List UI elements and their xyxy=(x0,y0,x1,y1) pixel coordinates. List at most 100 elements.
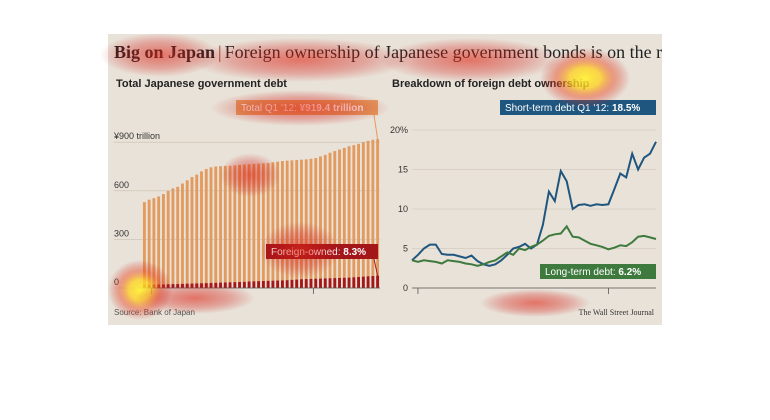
chart-panel: Big on Japan | Foreign ownership of Japane… xyxy=(108,34,662,325)
foreign-owned-bar xyxy=(209,282,213,288)
total-debt-bar xyxy=(357,143,361,288)
foreign-owned-bar xyxy=(157,284,161,288)
total-debt-bar xyxy=(176,186,180,288)
total-debt-bar xyxy=(166,190,170,288)
foreign-owned-bar xyxy=(371,276,375,288)
foreign-owned-bar xyxy=(376,275,380,288)
total-debt-bar xyxy=(347,146,351,288)
total-debt-bar xyxy=(257,163,261,288)
total-debt-bar xyxy=(328,152,332,288)
foreign-owned-bar xyxy=(219,282,222,288)
foreign-owned-bar xyxy=(171,284,175,288)
total-debt-bar xyxy=(147,199,151,288)
foreign-callout-leader xyxy=(373,258,379,276)
title-divider: | xyxy=(218,42,222,62)
total-callout-text: Total Q1 '12: ¥919.4 trillion xyxy=(241,103,364,114)
y-tick-label: 15 xyxy=(398,165,408,175)
graphic-title: Big on Japan | Foreign ownership of Japane… xyxy=(114,42,662,63)
total-debt-bar xyxy=(319,156,322,288)
y-tick-label: 0 xyxy=(114,277,119,287)
foreign-owned-bar xyxy=(200,283,203,288)
foreign-owned-bar xyxy=(333,278,337,288)
total-debt-bar xyxy=(361,142,365,288)
foreign-owned-bar xyxy=(347,277,351,288)
x-tick-label: ’10 xyxy=(315,293,327,294)
total-callout-leader xyxy=(373,114,379,140)
total-debt-bar xyxy=(376,139,380,288)
foreign-owned-bar xyxy=(357,276,361,288)
total-debt-bar xyxy=(247,164,251,288)
total-debt-bar xyxy=(338,149,341,288)
total-debt-bar xyxy=(152,198,156,288)
x-tick-label: 2002 xyxy=(154,293,174,294)
foreign-owned-bar xyxy=(242,281,246,288)
foreign-owned-bar xyxy=(152,284,156,288)
foreign-debt-line-chart: 0 5 10 15 20% 2002 ’10 Short-term debt Q1 '12: … xyxy=(390,100,657,294)
total-debt-bar xyxy=(185,180,189,288)
foreign-owned-bar xyxy=(223,282,227,288)
foreign-owned-bar xyxy=(309,278,313,288)
total-debt-bar xyxy=(261,163,265,288)
total-debt-bar xyxy=(233,165,237,288)
total-debt-bar xyxy=(157,196,161,288)
total-debt-bar xyxy=(228,165,232,288)
total-debt-bar xyxy=(214,166,218,288)
foreign-owned-bar xyxy=(214,282,218,288)
credit-note: The Wall Street Journal xyxy=(578,308,654,317)
total-debt-bar xyxy=(223,165,227,288)
total-debt-bar xyxy=(323,154,327,288)
foreign-owned-bar xyxy=(328,278,332,288)
total-debt-bar xyxy=(195,174,199,288)
total-debt-bar xyxy=(295,160,299,288)
foreign-owned-bar xyxy=(314,278,318,288)
y-tick-label: 5 xyxy=(403,244,408,254)
foreign-owned-bar xyxy=(342,277,346,288)
foreign-owned-bar xyxy=(261,281,265,288)
foreign-owned-bar xyxy=(161,284,165,288)
title-bold: Big on Japan xyxy=(114,42,216,62)
foreign-owned-bar xyxy=(295,279,299,288)
total-debt-bar xyxy=(352,145,356,288)
source-note: Source: Bank of Japan xyxy=(114,308,195,317)
foreign-owned-bar xyxy=(181,283,184,288)
foreign-owned-bar xyxy=(252,281,256,288)
foreign-owned-bar xyxy=(176,284,180,288)
foreign-owned-bar xyxy=(280,280,284,288)
total-debt-bar xyxy=(300,159,303,288)
foreign-owned-bar xyxy=(338,277,341,288)
title-rest: Foreign ownership of Japanese government… xyxy=(224,42,662,62)
long-term-callout-text: Long-term debt: 6.2% xyxy=(545,267,641,278)
foreign-owned-bar xyxy=(352,277,356,288)
short-term-callout-text: Short-term debt Q1 '12: 18.5% xyxy=(505,103,640,114)
y-tick-label: 300 xyxy=(114,228,129,238)
total-debt-bar-chart: 0 300 600 ¥900 trillion 2002 ’10 Total Q1 '12:… xyxy=(113,100,380,294)
foreign-owned-bar xyxy=(247,281,251,288)
foreign-owned-bar xyxy=(285,280,289,288)
x-tick-label: 2002 xyxy=(420,293,440,294)
total-debt-bar xyxy=(342,147,346,288)
total-debt-bar xyxy=(271,162,275,288)
total-debt-bar xyxy=(285,160,289,288)
foreign-owned-bar xyxy=(204,283,208,288)
total-debt-bar xyxy=(366,140,370,288)
y-tick-label: 10 xyxy=(398,204,408,214)
foreign-owned-bar xyxy=(266,280,270,288)
x-tick-label: ’10 xyxy=(610,293,622,294)
total-debt-bar xyxy=(219,166,222,288)
y-tick-label: 600 xyxy=(114,180,129,190)
foreign-owned-bar xyxy=(147,284,151,288)
long-term-debt-line xyxy=(411,224,657,267)
total-debt-bar xyxy=(171,188,175,288)
foreign-callout-text: Foreign-owned: 8.3% xyxy=(271,247,366,258)
foreign-owned-bar xyxy=(290,279,294,288)
total-debt-bar xyxy=(304,159,308,288)
total-debt-bar xyxy=(242,164,246,288)
foreign-owned-bar xyxy=(257,281,261,288)
foreign-owned-bar xyxy=(233,282,237,288)
foreign-owned-bar xyxy=(185,283,189,288)
total-debt-bar xyxy=(181,183,184,288)
total-debt-bar xyxy=(190,177,194,288)
right-chart-title: Breakdown of foreign debt ownership xyxy=(392,78,590,90)
total-debt-bar xyxy=(142,202,146,288)
foreign-owned-bar xyxy=(238,282,242,288)
